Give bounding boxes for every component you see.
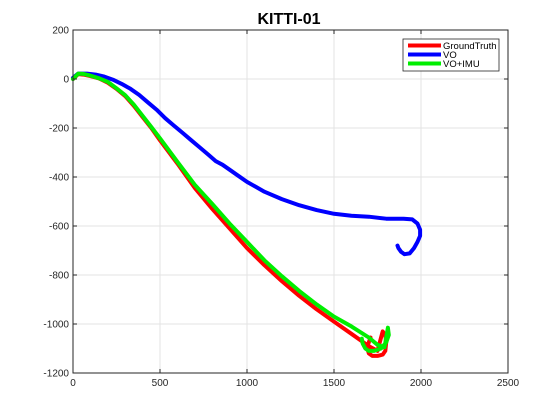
y-tick-label: -600 [49,222,69,233]
legend-label: VO+IMU [443,59,480,70]
x-tick-label: 1500 [323,378,346,389]
y-tick-label: 200 [52,26,69,37]
y-tick-label: -1000 [43,320,69,331]
x-tick-label: 2500 [497,378,520,389]
x-tick-label: 2000 [410,378,433,389]
x-tick-label: 0 [70,378,76,389]
y-tick-label: 0 [63,75,69,86]
y-tick-label: -800 [49,271,69,282]
chart-title: KITTI-01 [257,11,320,28]
y-tick-label: -1200 [43,369,69,380]
y-tick-label: -200 [49,124,69,135]
x-tick-label: 1000 [236,378,259,389]
y-tick-label: -400 [49,173,69,184]
x-tick-label: 500 [152,378,169,389]
